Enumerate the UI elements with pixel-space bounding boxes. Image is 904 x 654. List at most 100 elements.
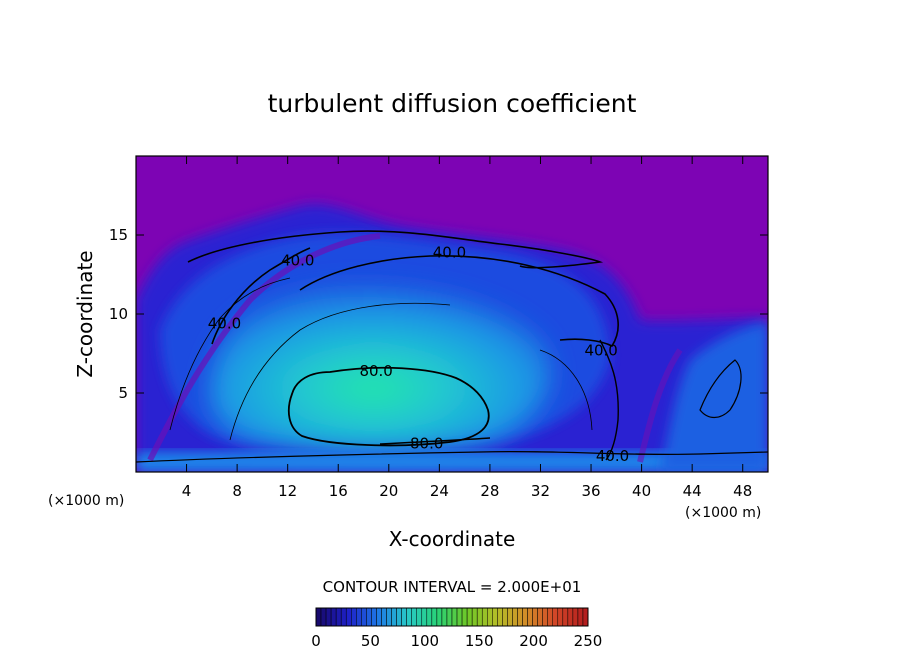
x-tick-label: 12 [278, 482, 297, 500]
colorbar-swatch [547, 607, 553, 627]
colorbar-tick-label: 100 [410, 632, 439, 650]
colorbar-swatch [391, 607, 397, 627]
x-tick-label: 36 [581, 482, 600, 500]
colorbar-swatch [376, 607, 382, 627]
colorbar-swatch [366, 607, 372, 627]
contour-label: 40.0 [596, 447, 629, 465]
colorbar-swatch [446, 607, 453, 627]
colorbar-tick-label: 200 [519, 632, 548, 650]
x-tick-label: 8 [232, 482, 242, 500]
colorbar-swatch [502, 607, 508, 627]
x-unit-label: (×1000 m) [685, 505, 761, 521]
contour-80-lower [379, 437, 491, 445]
colorbar-swatch [517, 607, 523, 627]
colorbar-swatch [386, 607, 392, 627]
colorbar-swatch [456, 607, 463, 627]
field-streak-left [147, 233, 381, 462]
x-tick-label: 16 [329, 482, 348, 500]
colorbar-swatch [416, 607, 423, 627]
x-axis: 4 8 12 16 20 24 28 32 36 40 44 48 [182, 156, 752, 500]
colorbar-swatch [431, 607, 438, 627]
colorbar-swatch [436, 607, 443, 627]
colorbar-swatch [401, 607, 407, 627]
contour-40-left [211, 247, 311, 345]
y-axis: 5 10 15 [109, 226, 768, 402]
field-surface-layer [136, 452, 768, 472]
field-streak-right [637, 348, 683, 463]
contour-40-right [599, 339, 619, 461]
contour-40-upper [299, 255, 619, 348]
colorbar-swatch [497, 607, 503, 627]
z-unit-label: (×1000 m) [48, 493, 124, 509]
y-axis-label: Z-coordinate [73, 250, 97, 377]
colorbar-swatch [487, 607, 493, 627]
contour-40-surface [136, 450, 768, 463]
contour-labels: 40.0 40.0 40.0 40.0 80.0 80.0 40.0 [208, 243, 629, 465]
x-tick-label: 32 [531, 482, 550, 500]
colorbar-swatch [361, 607, 367, 627]
y-tick-label: 10 [109, 305, 128, 323]
contour-label: 40.0 [584, 341, 617, 359]
colorbar-swatch [371, 607, 377, 627]
colorbar-swatch [572, 607, 579, 627]
contour-label: 80.0 [359, 362, 392, 380]
colorbar-swatch [527, 607, 533, 627]
contour-interval-label: CONTOUR INTERVAL = 2.000E+01 [323, 578, 582, 596]
colorbar-tick-label: 0 [311, 632, 321, 650]
colorbar-swatch [532, 607, 538, 627]
colorbar-swatch [356, 607, 362, 627]
colorbar-swatch [507, 607, 513, 627]
colorbar-swatch [335, 607, 342, 627]
contour-40-outer [187, 230, 604, 269]
colorbar-swatch [476, 607, 483, 627]
field-right-plume [660, 322, 768, 472]
colorbar-swatch [557, 607, 564, 627]
contour-label: 40.0 [281, 251, 314, 269]
colorbar-swatch [537, 607, 543, 627]
colorbar-swatch [522, 607, 528, 627]
x-tick-label: 24 [430, 482, 449, 500]
colorbar-swatch [330, 607, 337, 627]
colorbar-swatch [552, 607, 559, 627]
colorbar-swatch [441, 607, 448, 627]
x-tick-label: 40 [632, 482, 651, 500]
contour-thin-1 [229, 302, 451, 441]
colorbar-tick-label: 50 [361, 632, 380, 650]
contour-label: 40.0 [208, 314, 241, 332]
colorbar-swatch [512, 607, 518, 627]
colorbar-tick-label: 250 [574, 632, 603, 650]
colorbar-swatch [320, 607, 327, 627]
contour-40-plume [699, 359, 742, 419]
contour-lines [136, 230, 768, 463]
heatmap-field [136, 156, 768, 472]
x-axis-label: X-coordinate [389, 527, 516, 551]
colorbar-swatch [406, 607, 412, 627]
colorbar-frame [315, 607, 589, 627]
chart-title: turbulent diffusion coefficient [268, 89, 637, 118]
y-tick-label: 15 [109, 226, 128, 244]
y-tick-label: 5 [118, 384, 128, 402]
colorbar-swatch [562, 607, 569, 627]
colorbar-swatch [582, 607, 589, 627]
x-tick-label: 44 [683, 482, 702, 500]
colorbar-swatch [481, 607, 488, 627]
colorbar-swatch [567, 607, 574, 627]
colorbar-swatch [411, 607, 417, 627]
contour-80-core [287, 366, 490, 447]
contour-thin-3 [539, 349, 593, 431]
colorbar-swatch [340, 607, 347, 627]
contour-label: 40.0 [433, 243, 466, 261]
x-tick-label: 28 [480, 482, 499, 500]
colorbar: 0 50 100 150 200 250 [311, 607, 603, 650]
colorbar-swatch [492, 607, 498, 627]
x-tick-label: 4 [182, 482, 192, 500]
colorbar-swatch [542, 607, 548, 627]
colorbar-swatch [315, 607, 322, 627]
colorbar-swatch [466, 607, 473, 627]
colorbar-swatch [577, 607, 584, 627]
colorbar-swatch [396, 607, 402, 627]
x-tick-label: 20 [379, 482, 398, 500]
colorbar-swatch [426, 607, 433, 627]
colorbar-swatch [451, 607, 458, 627]
